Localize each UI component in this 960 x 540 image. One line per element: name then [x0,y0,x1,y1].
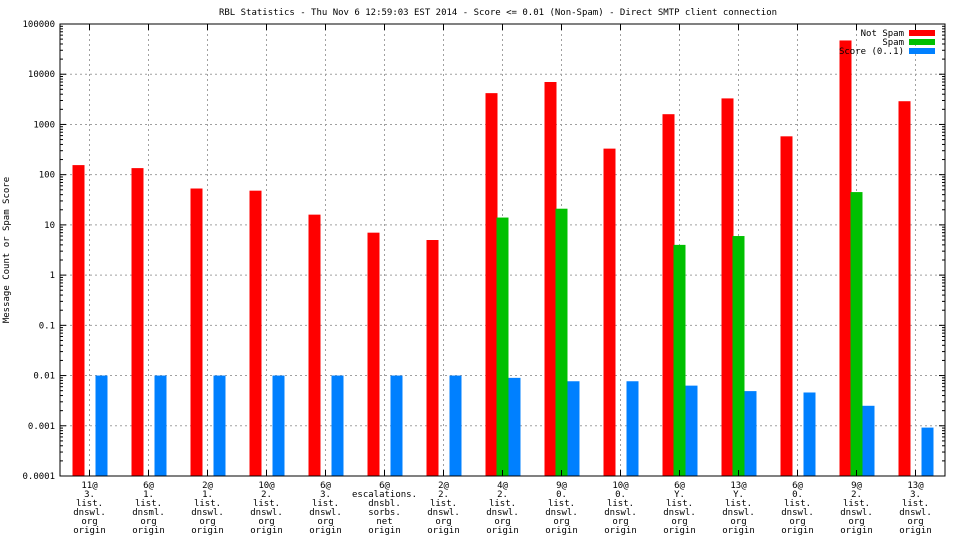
x-tick-label: 13@ Y. list. dnswl. org origin [722,481,755,536]
y-axis-ticks: 0.0001 0.001 0.01 0.1 1 10 100 1000 10000 100000 [22,20,945,482]
legend-label: Spam [882,38,904,48]
not-spam-bar [898,101,911,476]
x-tick-label: 6@ 3. list. dnswl. org origin [309,481,342,536]
score-bar [803,392,816,476]
not-spam-bar [367,232,380,476]
x-tick-label: 11@ 3. list. dnswl. org origin [73,481,106,536]
spam-bar [732,236,745,476]
spam-bar [673,244,686,476]
x-tick-label: 6@ Y. list. dnswl. org origin [663,481,696,536]
x-tick-label: 2@ 2. list. dnswl. org origin [427,481,460,536]
y-axis-label: Message Count or Spam Score [2,177,12,323]
spam-bar [496,217,509,476]
score-bar [921,427,934,476]
y-tick-label: 0.0001 [22,472,55,482]
y-tick-label: 1 [50,271,55,281]
legend-swatch [909,39,935,45]
not-spam-bar [190,188,203,476]
not-spam-bar [721,98,734,477]
score-bar [272,375,285,476]
legend-swatch [909,30,935,36]
not-spam-bar [603,148,616,477]
not-spam-bar [839,40,852,476]
not-spam-bar [249,190,262,476]
x-tick-label: 13@ 3. list. dnswl. org origin [899,481,932,536]
x-tick-label: 6@ 1. list. dnsml. org origin [132,481,165,536]
chart-title: RBL Statistics - Thu Nov 6 12:59:03 EST … [219,8,777,18]
x-tick-label: 6@ escalations. dnsbl. sorbs. net origin [352,481,417,536]
spam-bar [850,192,863,476]
y-tick-label: 10 [44,221,55,231]
score-bar [95,375,108,476]
score-bar [508,377,521,476]
score-bar [331,375,344,476]
score-bar [567,381,580,476]
score-bar [685,385,698,476]
x-tick-label: 4@ 2. list. dnswl. org origin [486,481,519,536]
score-bar [626,381,639,476]
not-spam-bar [308,214,321,477]
not-spam-bar [485,93,498,476]
not-spam-bar [780,136,793,476]
legend-label: Not Spam [861,29,904,39]
not-spam-bar [426,240,439,476]
legend-swatch [909,48,935,54]
y-tick-label: 0.001 [28,422,55,432]
x-tick-label: 6@ 0. list. dnswl. org origin [781,481,814,536]
not-spam-bar [662,114,675,476]
legend-label: Score (0..1) [839,47,904,57]
x-tick-label: 9@ 0. list. dnswl. org origin [545,481,578,536]
y-tick-label: 100 [39,171,55,181]
score-bar [449,375,462,476]
x-axis-ticks: 11@ 3. list. dnswl. org origin 6@ 1. list. dnsml.… [73,24,932,536]
score-bar [862,405,875,476]
not-spam-bar [72,165,85,476]
y-tick-label: 100000 [22,20,55,30]
y-tick-label: 0.1 [39,321,55,331]
x-tick-label: 9@ 2. list. dnswl. org origin [840,481,873,536]
score-bar [744,391,757,476]
x-tick-label: 10@ 2. list. dnswl. org origin [250,481,283,536]
not-spam-bar [131,168,144,476]
x-tick-label: 10@ 0. list. dnswl. org origin [604,481,637,536]
score-bar [213,375,226,476]
y-tick-label: 0.01 [33,372,55,382]
spam-bar [555,208,568,477]
not-spam-bar [544,82,557,476]
y-tick-label: 10000 [28,70,55,80]
bars [72,40,934,477]
score-bar [390,375,403,476]
y-tick-label: 1000 [33,120,55,130]
x-tick-label: 2@ 1. list. dnswl. org origin [191,481,224,536]
score-bar [154,375,167,476]
